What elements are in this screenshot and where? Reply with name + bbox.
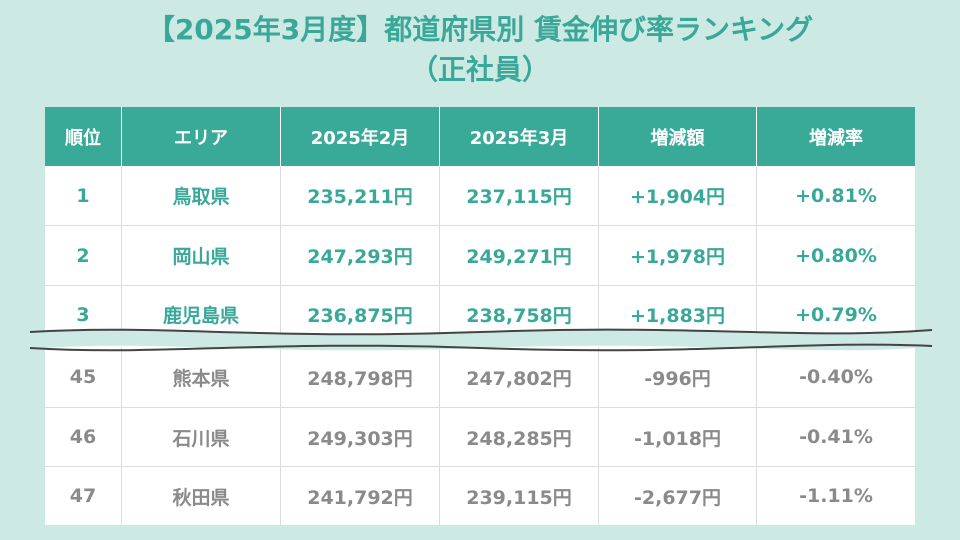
change-rate-cell: -1.11%	[799, 485, 873, 507]
rank-cell: 1	[45, 166, 122, 225]
area-cell: 秋田県	[122, 467, 281, 525]
feb-cell: 241,792円	[281, 467, 440, 525]
header-change-amount: 増減額	[599, 107, 757, 166]
change-amount-cell: +1,904円	[599, 166, 757, 225]
header-feb: 2025年2月	[281, 107, 440, 166]
mar-cell: 247,802円	[440, 347, 599, 407]
title-line-2: （正社員）	[409, 53, 550, 86]
feb-cell: 249,303円	[281, 408, 440, 466]
change-amount-cell: -1,018円	[599, 408, 757, 466]
area-cell: 石川県	[122, 408, 281, 466]
table-row: 46 石川県 249,303円 248,285円 -1,018円 -0.41%	[45, 408, 915, 467]
rank-cell: 46	[45, 408, 122, 466]
mar-cell: 238,758円	[440, 286, 599, 343]
feb-cell: 235,211円	[281, 166, 440, 225]
break-line-top	[29, 328, 933, 336]
header-area: エリア	[122, 107, 281, 166]
mar-cell: 248,285円	[440, 408, 599, 466]
change-rate-cell: +0.81%	[795, 184, 877, 207]
rank-cell: 3	[45, 286, 122, 343]
header-mar: 2025年3月	[440, 107, 599, 166]
change-rate-cell: +0.80%	[795, 244, 877, 267]
rank-cell: 47	[45, 467, 122, 525]
page-title: 【2025年3月度】都道府県別 賃金伸び率ランキング （正社員）	[0, 10, 960, 90]
feb-cell: 247,293円	[281, 226, 440, 285]
change-rate-cell: -0.41%	[799, 426, 873, 448]
break-line-bottom	[29, 343, 933, 352]
mar-cell: 237,115円	[440, 166, 599, 225]
mar-cell: 239,115円	[440, 467, 599, 525]
table-row: 3 鹿児島県 236,875円 238,758円 +1,883円 +0.79%	[45, 286, 915, 343]
table-row: 2 岡山県 247,293円 249,271円 +1,978円 +0.80%	[45, 226, 915, 286]
area-cell: 岡山県	[122, 226, 281, 285]
title-line-1: 【2025年3月度】都道府県別 賃金伸び率ランキング	[146, 13, 814, 46]
header-rank: 順位	[45, 107, 122, 166]
ranking-table: 順位 エリア 2025年2月 2025年3月 増減額 増減率 1 鳥取県 235…	[45, 107, 915, 525]
break-band	[0, 329, 960, 351]
table-break-marker	[0, 328, 960, 352]
rank-cell: 2	[45, 226, 122, 285]
table-row: 45 熊本県 248,798円 247,802円 -996円 -0.40%	[45, 347, 915, 408]
table-row: 47 秋田県 241,792円 239,115円 -2,677円 -1.11%	[45, 467, 915, 525]
area-cell: 鹿児島県	[122, 286, 281, 343]
header-change-rate: 増減率	[809, 127, 863, 149]
change-amount-cell: -2,677円	[599, 467, 757, 525]
change-rate-cell: -0.40%	[799, 366, 873, 388]
table-header-row: 順位 エリア 2025年2月 2025年3月 増減額 増減率	[45, 107, 915, 166]
feb-cell: 248,798円	[281, 347, 440, 407]
change-amount-cell: +1,978円	[599, 226, 757, 285]
mar-cell: 249,271円	[440, 226, 599, 285]
area-cell: 熊本県	[122, 347, 281, 407]
feb-cell: 236,875円	[281, 286, 440, 343]
rank-cell: 45	[45, 347, 122, 407]
area-cell: 鳥取県	[122, 166, 281, 225]
table-row: 1 鳥取県 235,211円 237,115円 +1,904円 +0.81%	[45, 166, 915, 226]
change-amount-cell: -996円	[599, 347, 757, 407]
change-amount-cell: +1,883円	[599, 286, 757, 343]
change-rate-cell: +0.79%	[795, 303, 877, 326]
